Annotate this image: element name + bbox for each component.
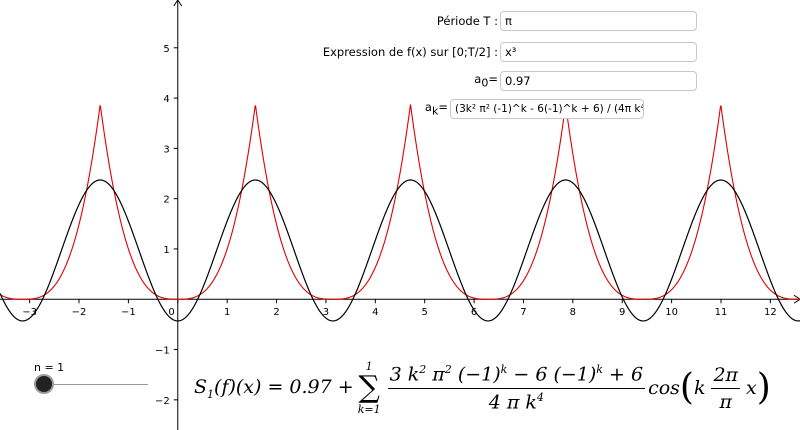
arg-numerator: 2π xyxy=(711,364,741,389)
a0-label: a0= xyxy=(440,72,500,89)
ak-input[interactable]: (3k² π² (-1)^k - 6(-1)^k + 6) / (4π k⁴) xyxy=(450,99,644,119)
x-tick-label: 0 xyxy=(168,307,174,318)
sum-lower: k=1 xyxy=(357,403,381,416)
a0-label-sub: 0 xyxy=(481,76,489,90)
x-tick-label: 8 xyxy=(570,307,576,318)
sum-operator: 1 ∑ k=1 xyxy=(358,360,381,416)
x-tick-label: 1 xyxy=(224,307,230,318)
x-tick-label: 12 xyxy=(764,307,777,318)
x-tick-label: 9 xyxy=(619,307,625,318)
y-tick-label: 1 xyxy=(163,245,169,256)
ak-row: ak= (3k² π² (-1)^k - 6(-1)^k + 6) / (4π … xyxy=(400,99,644,119)
x-tick-label: 4 xyxy=(372,307,378,318)
cos-function: cos xyxy=(648,377,680,399)
y-tick-label: 2 xyxy=(163,195,169,206)
fourier-sum-curve-black xyxy=(0,179,800,322)
period-row: Période T : π xyxy=(380,11,697,31)
slider-track[interactable] xyxy=(44,384,148,385)
sum-upper: 1 xyxy=(365,360,373,373)
x-tick-label: 7 xyxy=(520,307,526,318)
x-tick-label: 6 xyxy=(471,307,477,318)
a0-row: a0= 0.97 xyxy=(440,71,697,91)
y-tick-label: 5 xyxy=(163,44,169,55)
x-tick-label: 10 xyxy=(665,307,678,318)
x-tick-label: −3 xyxy=(22,307,37,318)
expression-label: Expression de f(x) sur [0;T/2] : xyxy=(322,45,498,59)
ak-label-main: a xyxy=(424,100,432,115)
a0-label-tail: = xyxy=(488,72,498,87)
y-axis-arrow xyxy=(173,0,183,7)
arg-fraction: 2π π xyxy=(711,364,741,413)
a0-label-main: a xyxy=(474,72,482,87)
y-tick-label: −2 xyxy=(155,396,170,407)
x-tick-label: −1 xyxy=(121,307,136,318)
x-tick-label: 3 xyxy=(323,307,329,318)
slider-handle[interactable] xyxy=(36,376,52,392)
slider-label: n = 1 xyxy=(34,361,65,374)
expression-row: Expression de f(x) sur [0;T/2] : x³ xyxy=(300,42,697,62)
period-input[interactable]: π xyxy=(500,11,697,31)
formula-lhs: S1(f)(x) = 0.97 + xyxy=(194,375,354,401)
function-curve-red xyxy=(0,104,800,300)
arg-k: k xyxy=(693,377,706,399)
fraction-numerator: 3 k2 π2 (−1)k − 6 (−1)k + 6 xyxy=(387,363,646,389)
coefficient-fraction: 3 k2 π2 (−1)k − 6 (−1)k + 6 4 π k4 xyxy=(387,363,646,413)
x-tick-label: 11 xyxy=(715,307,728,318)
x-tick-label: 5 xyxy=(422,307,428,318)
y-tick-label: 4 xyxy=(163,94,169,105)
paren-left: ( xyxy=(679,367,694,408)
y-tick-label: 3 xyxy=(163,144,169,155)
ak-label-sub: k xyxy=(431,104,439,118)
x-tick-label: 2 xyxy=(273,307,279,318)
arg-denominator: π xyxy=(719,390,733,413)
fraction-denominator: 4 π k4 xyxy=(488,390,544,413)
paren-right: ) xyxy=(756,367,771,408)
a0-input[interactable]: 0.97 xyxy=(500,71,697,91)
expression-input[interactable]: x³ xyxy=(500,42,697,62)
fourier-formula: S1(f)(x) = 0.97 + 1 ∑ k=1 3 k2 π2 (−1)k … xyxy=(194,355,771,421)
period-label: Période T : xyxy=(436,14,498,28)
ak-label-tail: = xyxy=(438,100,448,115)
sigma-symbol: ∑ xyxy=(358,370,380,405)
y-tick-label: −1 xyxy=(155,346,170,357)
ak-label: ak= xyxy=(400,100,450,117)
x-axis-arrow xyxy=(793,294,800,304)
x-tick-label: −2 xyxy=(72,307,87,318)
arg-x: x xyxy=(746,377,757,399)
